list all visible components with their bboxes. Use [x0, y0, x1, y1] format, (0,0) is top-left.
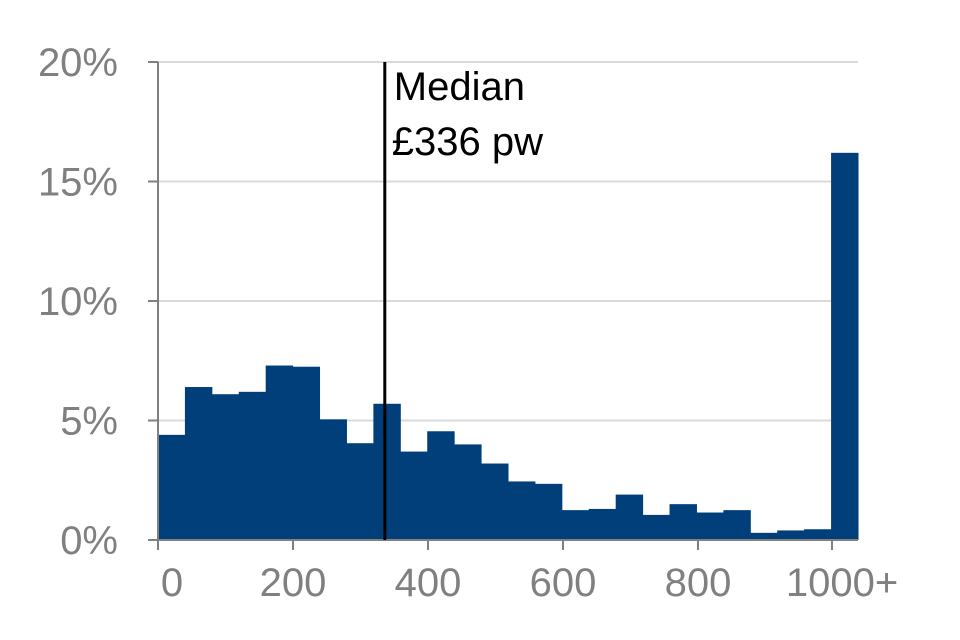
bar-5 [292, 366, 321, 540]
bar-0 [158, 434, 186, 540]
bar-6 [319, 419, 347, 540]
bar-25 [831, 152, 859, 540]
bar-1 [184, 387, 213, 540]
gridlines [158, 61, 858, 422]
y-tick-label: 5% [60, 400, 118, 444]
median-value-label: £336 pw [392, 120, 543, 164]
x-tick-label: 800 [665, 561, 732, 605]
x-tick-label: 400 [395, 561, 462, 605]
bar-20 [696, 512, 724, 540]
x-axis-ticks: 0 200 400 600 800 1000+ [157, 540, 898, 605]
bar-19 [669, 504, 697, 540]
bar-18 [642, 514, 671, 540]
x-tick-label: 200 [260, 561, 327, 605]
bar-10 [427, 431, 455, 540]
median-marker: Median £336 pw [383, 62, 543, 540]
y-tick-label: 15% [38, 161, 118, 205]
bar-4 [265, 365, 294, 540]
bar-3 [238, 391, 267, 540]
y-tick-label: 10% [38, 280, 118, 324]
bar-2 [211, 394, 240, 540]
bar-15 [561, 510, 590, 540]
x-tick-label: 1000+ [786, 561, 898, 605]
y-tick-label: 0% [60, 519, 118, 563]
bar-9 [400, 451, 428, 540]
y-tick-label: 20% [38, 41, 118, 85]
bar-7 [346, 443, 374, 540]
y-axis-ticks: 0% 5% 10% 15% 20% [38, 41, 158, 563]
x-tick-label: 0 [161, 561, 183, 605]
bar-12 [481, 463, 509, 540]
bar-23 [777, 530, 805, 540]
x-tick-label: 600 [530, 561, 597, 605]
bar-22 [750, 532, 778, 540]
median-label: Median [394, 65, 525, 109]
bar-16 [588, 508, 617, 540]
bars [158, 152, 859, 540]
bar-14 [534, 483, 563, 540]
bar-11 [454, 444, 482, 540]
bar-8 [373, 403, 401, 540]
bar-24 [804, 529, 832, 540]
bar-21 [723, 510, 751, 540]
bar-13 [508, 481, 536, 540]
bar-17 [615, 494, 644, 540]
